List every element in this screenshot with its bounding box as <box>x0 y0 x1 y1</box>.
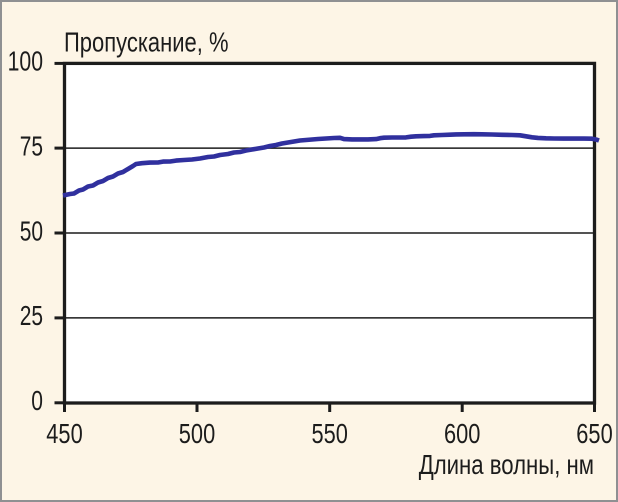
svg-text:450: 450 <box>46 418 82 449</box>
svg-text:500: 500 <box>179 418 215 449</box>
svg-text:50: 50 <box>20 215 43 246</box>
svg-text:75: 75 <box>20 131 43 162</box>
svg-text:600: 600 <box>444 418 480 449</box>
svg-text:100: 100 <box>8 45 43 76</box>
svg-text:Длина волны, нм: Длина волны, нм <box>419 449 594 480</box>
svg-text:0: 0 <box>31 385 43 416</box>
svg-text:Пропускание, %: Пропускание, % <box>64 26 229 57</box>
svg-text:25: 25 <box>20 300 43 331</box>
svg-text:650: 650 <box>576 418 612 449</box>
svg-text:550: 550 <box>312 418 348 449</box>
